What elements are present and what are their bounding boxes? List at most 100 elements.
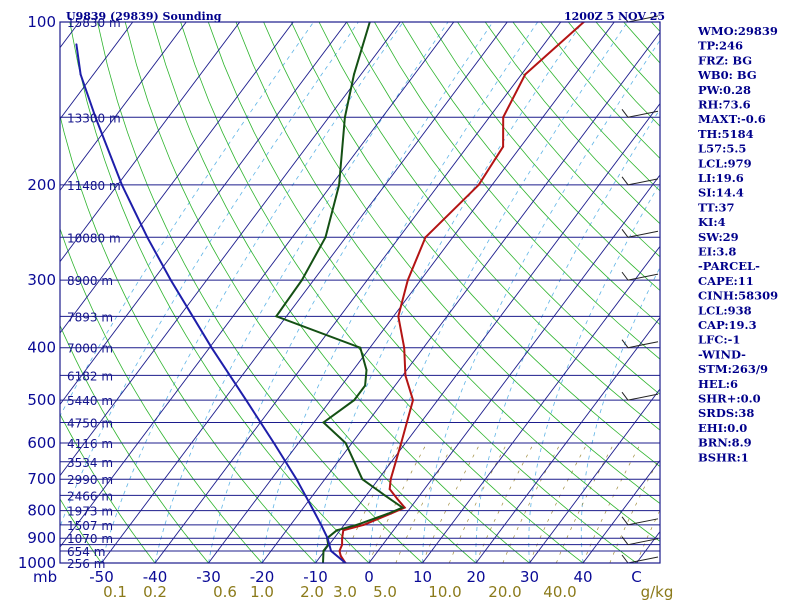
wind-barb-flag (621, 536, 629, 545)
mixing-ratio-label: 3.0 (333, 583, 357, 600)
dewpoint-point (387, 512, 390, 515)
plot-frame (59, 21, 661, 564)
dewpoint-point (383, 494, 386, 497)
pressure-tick-label: 600 (27, 434, 56, 452)
height-label: 2990 m (67, 473, 113, 487)
wind-barb-staff (627, 518, 659, 526)
isotherm (582, 459, 660, 563)
station-title: U9839 (29839) Sounding (66, 10, 222, 23)
isotherm (60, 22, 241, 263)
height-label: 654 m (67, 545, 105, 559)
temperature-point (477, 183, 480, 186)
temperature-point (502, 116, 505, 119)
temperature-tick-label: C (631, 568, 641, 586)
dewpoint-point (343, 116, 346, 119)
wind-barb-flag (621, 176, 629, 186)
parcel-point (210, 346, 213, 349)
stability-index: MAXT:-0.6 (698, 112, 766, 126)
dewpoint-point (401, 506, 404, 509)
stability-index: WMO:29839 (697, 24, 778, 38)
isotherm (368, 174, 660, 563)
dewpoint-point (324, 236, 327, 239)
stability-index: KI:4 (698, 215, 726, 229)
parcel-point (94, 116, 97, 119)
dewpoint-point (364, 384, 367, 387)
wind-barb-flag (621, 516, 629, 526)
temperature-tick-label: -40 (143, 568, 168, 586)
height-label: 5440 m (67, 394, 113, 408)
stability-index: PW:0.28 (698, 83, 751, 97)
pressure-tick-label: 500 (27, 391, 56, 409)
mixing-ratio-label: 1.0 (250, 583, 274, 600)
height-label: 2466 m (67, 489, 113, 503)
dewpoint-point (275, 315, 278, 318)
dewpoint-point (338, 183, 341, 186)
isotherm (60, 22, 455, 548)
dewpoint-point (353, 73, 355, 76)
mixing-ratio-label: 40.0 (543, 583, 576, 600)
dewpoint-point (344, 442, 347, 444)
temperature-point (524, 73, 527, 76)
mixing-ratio-label: 20.0 (488, 583, 521, 600)
wind-barb-flag (621, 271, 629, 281)
wind-barb (621, 271, 659, 281)
temperature-tick-label: -10 (303, 568, 328, 586)
temperature-tick-label: 40 (573, 568, 592, 586)
mixing-ratio-label: 0.6 (213, 583, 237, 600)
mixing-ratio-label: g/kg (641, 583, 674, 600)
pressure-tick-label: 1000 (18, 554, 56, 572)
height-label: 15830 m (67, 16, 121, 30)
mixing-ratio-label: 0.1 (103, 583, 127, 600)
wind-barb-staff (627, 15, 659, 23)
stability-index: SHR+:0.0 (698, 392, 761, 406)
temperature-point (424, 236, 427, 239)
wind-barb-staff (627, 556, 659, 564)
dewpoint-point (359, 346, 362, 349)
wind-barb-staff (627, 178, 659, 186)
wind-barb (621, 536, 659, 546)
stability-index: LFC:-1 (698, 333, 740, 347)
pressure-tick-label: 400 (27, 339, 56, 357)
isotherm (154, 22, 562, 563)
wind-barb-flag (621, 108, 629, 118)
temperature-trace (338, 22, 585, 563)
wind-barb-staff (627, 538, 659, 546)
stability-index: RH:73.6 (698, 98, 751, 112)
wind-barbs (621, 13, 659, 564)
parcel-point (245, 399, 248, 402)
isotherm (529, 388, 660, 563)
stability-index: SW:29 (698, 230, 739, 244)
temperature-point (397, 315, 400, 318)
temperature-point (389, 478, 392, 481)
stability-index: BRN:8.9 (698, 436, 752, 450)
parcel-point (312, 509, 315, 512)
stability-index: TP:246 (698, 39, 743, 53)
temperature-point (403, 506, 406, 509)
pressure-tick-label: 100 (27, 13, 56, 31)
temperature-point (342, 529, 345, 532)
pressure-tick-label: 300 (27, 271, 56, 289)
stability-index: LCL:979 (698, 156, 752, 170)
stability-index: FRZ: BG (698, 53, 752, 67)
wind-barb-staff (627, 393, 659, 401)
parcel-point (169, 279, 172, 282)
temperature-point (338, 549, 341, 552)
height-label: 11480 m (67, 179, 121, 193)
mixing-ratio-label: 10.0 (428, 583, 461, 600)
wind-barb-staff (627, 110, 659, 118)
stability-index: EHI:0.0 (698, 421, 747, 435)
parcel-point (120, 183, 123, 186)
wind-barb (621, 516, 659, 526)
pressure-tick-label: 200 (27, 176, 56, 194)
wind-barb (621, 554, 659, 564)
stability-index: L57:5.5 (698, 142, 746, 156)
isotherm (60, 22, 187, 192)
isotherm (261, 31, 660, 563)
temperature-tick-label: -30 (196, 568, 221, 586)
stability-index: STM:263/9 (698, 362, 768, 376)
isotherm (208, 22, 615, 563)
temperature-point (388, 488, 391, 491)
